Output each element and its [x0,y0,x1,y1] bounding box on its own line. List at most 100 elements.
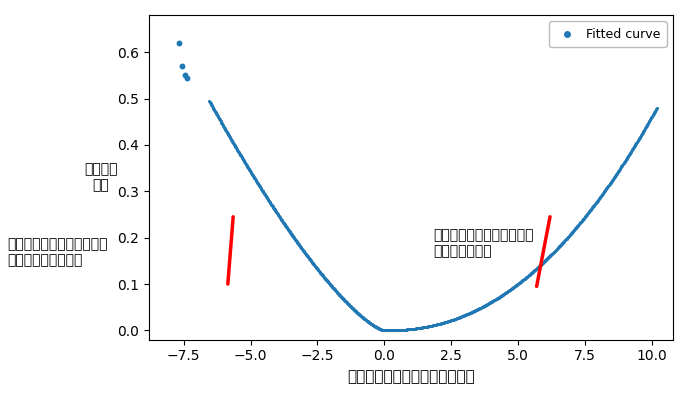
Fitted curve [486,299,497,305]
Fitted curve [226,136,237,143]
Fitted curve [510,282,522,289]
Fitted curve [364,319,375,326]
Fitted curve [482,301,493,308]
Fitted curve [551,246,562,253]
Fitted curve [328,286,339,292]
Fitted curve [339,297,350,304]
Fitted curve [611,171,622,178]
Fitted curve [556,241,567,247]
Fitted curve [481,302,492,308]
Fitted curve [259,190,270,197]
Fitted curve [418,324,429,331]
Fitted curve [378,327,389,333]
Fitted curve [299,249,310,256]
Fitted curve [385,327,396,334]
Fitted curve [563,233,574,240]
Fitted curve [326,283,337,289]
Fitted curve [326,283,337,289]
Fitted curve [345,304,356,310]
Fitted curve [593,196,604,202]
Fitted curve [332,290,343,297]
Fitted curve [449,316,460,323]
Fitted curve [228,141,239,147]
Fitted curve [484,300,495,307]
Fitted curve [209,107,220,113]
Fitted curve [277,217,288,224]
Fitted curve [391,327,402,333]
Fitted curve [478,303,489,310]
Fitted curve [292,239,303,246]
Fitted curve [378,327,389,334]
Fitted curve [307,259,318,266]
Fitted curve [560,236,571,243]
Fitted curve [649,108,660,115]
Fitted curve [634,134,645,140]
Fitted curve [240,160,251,167]
Fitted curve [251,178,262,185]
Fitted curve [553,244,564,250]
Fitted curve [318,273,329,279]
Fitted curve [625,149,636,156]
Fitted curve [335,293,346,299]
Fitted curve [604,180,615,187]
Fitted curve [459,312,470,319]
Fitted curve [244,168,255,174]
Fitted curve [601,184,612,191]
Fitted curve [390,327,401,333]
Fitted curve [379,327,390,334]
Fitted curve [499,290,510,297]
Fitted curve [365,320,376,327]
Fitted curve [496,292,507,299]
Fitted curve [592,197,603,204]
Fitted curve [440,319,451,326]
Fitted curve [461,311,472,318]
Fitted curve [334,291,345,298]
Fitted curve [254,183,265,189]
Fitted curve [416,324,427,331]
Fitted curve [244,166,255,173]
Fitted curve [332,289,343,295]
Fitted curve [321,277,332,284]
Fitted curve [490,296,501,303]
Fitted curve [276,216,287,223]
Fitted curve [543,254,554,261]
Fitted curve [399,326,410,333]
Fitted curve [321,276,332,283]
Fitted curve [330,287,341,294]
Fitted curve [566,230,577,237]
Fitted curve [435,320,446,327]
Fitted curve [635,133,646,140]
Fitted curve [341,299,352,305]
Fitted curve [619,158,630,165]
Fitted curve [305,257,316,264]
Fitted curve [240,160,251,167]
Fitted curve [605,179,616,186]
Fitted curve [632,138,643,144]
Fitted curve [308,261,319,268]
Fitted curve [498,291,509,297]
Fitted curve [336,293,347,300]
Fitted curve [289,236,300,242]
Fitted curve [417,324,428,331]
Fitted curve [363,319,374,326]
Fitted curve [502,289,513,295]
Fitted curve [281,225,292,231]
Fitted curve [453,315,464,321]
Fitted curve [264,199,275,205]
Fitted curve [482,300,493,307]
Fitted curve [576,218,587,225]
Fitted curve [422,323,433,330]
Fitted curve [224,134,235,141]
Fitted curve [230,144,241,151]
Fitted curve [246,171,257,177]
Fitted curve [539,258,550,265]
Fitted curve [612,169,623,176]
Fitted curve [649,108,660,115]
Fitted curve [204,98,215,105]
Fitted curve [576,218,587,224]
Fitted curve [358,315,369,322]
Fitted curve [322,278,333,285]
Fitted curve [559,237,570,244]
Fitted curve [598,189,609,196]
Fitted curve [338,295,349,302]
